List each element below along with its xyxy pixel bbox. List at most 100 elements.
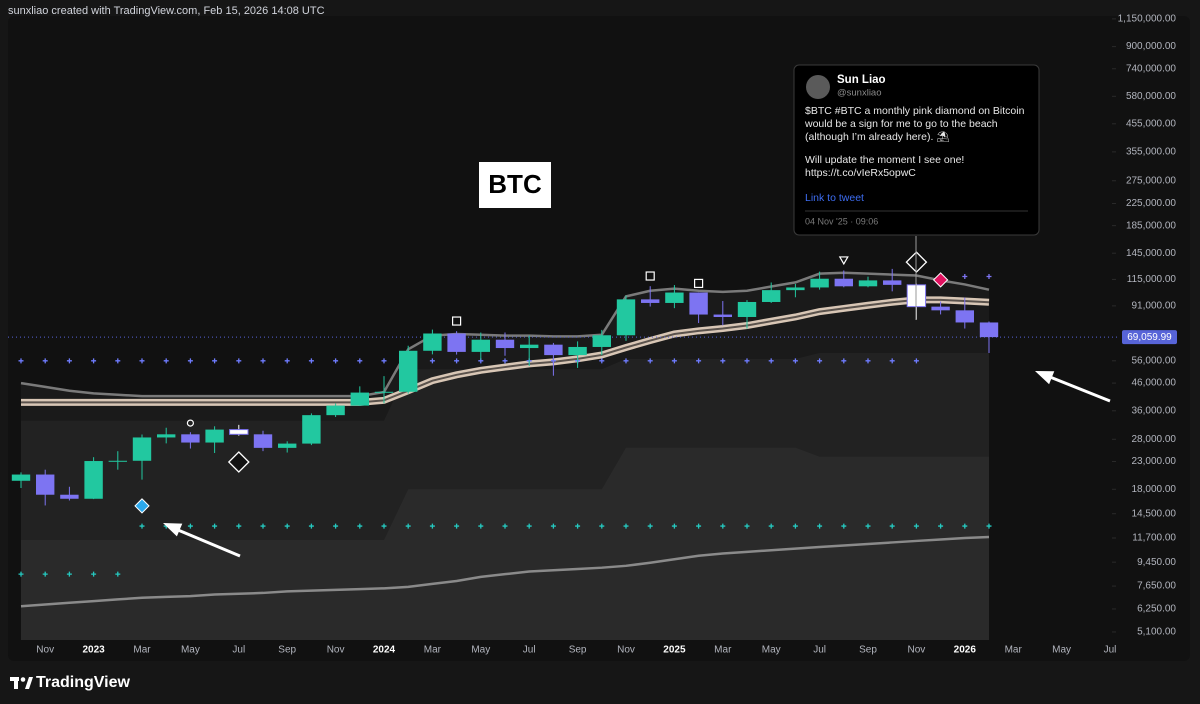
y-tick-label: 23,000.00 [1132, 456, 1177, 467]
candle-body [834, 278, 853, 287]
candle-body [157, 434, 176, 438]
tweet-text: would be a sign for me to go to the beac… [804, 118, 998, 130]
candle-body [616, 299, 636, 336]
candle-body [979, 322, 999, 338]
candle-body [762, 290, 781, 302]
plus-marker [284, 358, 290, 364]
plus-marker [768, 358, 774, 364]
plus-marker [913, 358, 919, 364]
plus-marker [187, 358, 193, 364]
x-tick-label: Mar [424, 645, 442, 656]
y-tick-label: 900,000.00 [1126, 41, 1176, 52]
y-tick-label: 225,000.00 [1126, 198, 1176, 209]
plus-marker [163, 358, 169, 364]
candle-body [181, 434, 200, 443]
plus-marker [720, 523, 726, 529]
candle-body [84, 461, 103, 499]
plus-marker [647, 358, 653, 364]
plus-marker [623, 358, 629, 364]
arrow [1035, 371, 1111, 403]
y-tick-label: 18,000.00 [1132, 484, 1177, 495]
plus-marker [938, 523, 944, 529]
candle-body [737, 301, 757, 317]
plus-marker [478, 523, 484, 529]
y-tick-label: 115,000.00 [1127, 274, 1177, 285]
x-tick-label: Jul [523, 645, 536, 656]
candle-body [205, 429, 224, 443]
footer-logo: TradingView [10, 674, 131, 691]
candle-body [447, 333, 466, 352]
plus-marker [696, 523, 702, 529]
tweet-card-bg [793, 64, 1040, 236]
plus-marker [381, 523, 387, 529]
tweet-link[interactable]: Link to tweet [805, 192, 864, 204]
x-tick-label: 2024 [373, 645, 396, 656]
plus-marker [986, 523, 992, 529]
candle-body [520, 344, 539, 349]
candle-body [495, 339, 515, 349]
plus-marker [817, 523, 823, 529]
band-area [21, 272, 989, 640]
plus-marker [66, 571, 72, 577]
plus-marker [502, 523, 508, 529]
candle-body [108, 460, 127, 462]
x-tick-label: Nov [617, 645, 635, 656]
plus-marker [671, 523, 677, 529]
plus-marker [671, 358, 677, 364]
tweet-timestamp: 04 Nov '25 · 09:06 [805, 216, 878, 226]
candle-body [60, 494, 79, 499]
candle-body [689, 292, 708, 315]
candle-body [641, 299, 660, 303]
plus-marker [986, 273, 992, 279]
plus-marker [381, 358, 387, 364]
plus-marker [260, 523, 266, 529]
arrow-head [163, 523, 183, 537]
y-tick-label: 7,650.00 [1137, 581, 1176, 592]
plus-marker [962, 273, 968, 279]
x-tick-label: Mar [1005, 645, 1023, 656]
x-tick-label: Sep [859, 645, 877, 656]
signal-diamond [932, 272, 949, 288]
y-tick-label: 36,000.00 [1132, 405, 1177, 416]
candle-body [423, 333, 442, 351]
logo-shape [14, 677, 18, 689]
plus-marker [817, 358, 823, 364]
x-tick-label: Sep [569, 645, 587, 656]
plus-marker [889, 523, 895, 529]
plus-marker [550, 523, 556, 529]
signal-square [452, 316, 462, 326]
candle-body [326, 405, 345, 416]
plus-marker [333, 523, 339, 529]
candle-body [11, 474, 31, 481]
signal-diamond-outline [227, 451, 250, 473]
plus-marker [187, 523, 193, 529]
plus-marker [865, 523, 871, 529]
plus-marker [212, 358, 218, 364]
plus-marker [647, 523, 653, 529]
y-tick-label: 9,450.00 [1137, 557, 1176, 568]
plus-marker [66, 358, 72, 364]
x-tick-label: Nov [327, 645, 345, 656]
candle-body [399, 350, 418, 392]
plus-marker [139, 358, 145, 364]
y-tick-label: 28,000.00 [1132, 434, 1177, 445]
indicator-line [20, 535, 990, 608]
plus-marker [236, 523, 242, 529]
header-text: sunxliao created with TradingView.com, F… [8, 5, 325, 17]
tweet-name: Sun Liao [837, 74, 886, 86]
plus-marker [139, 523, 145, 529]
plus-marker [744, 358, 750, 364]
signal-triangle [838, 256, 849, 266]
footer-brand: TradingView [36, 674, 131, 691]
plus-marker [889, 358, 895, 364]
arrow [163, 523, 241, 558]
arrow-shaft [177, 528, 241, 558]
y-tick-label: 56,000.00 [1132, 355, 1177, 366]
candle-body [278, 443, 297, 448]
plus-marker [115, 358, 121, 364]
candle-body [132, 437, 152, 461]
plus-marker [865, 358, 871, 364]
y-tick-label: 5,100.00 [1137, 627, 1176, 638]
y-tick-label: 185,000.00 [1126, 220, 1176, 231]
